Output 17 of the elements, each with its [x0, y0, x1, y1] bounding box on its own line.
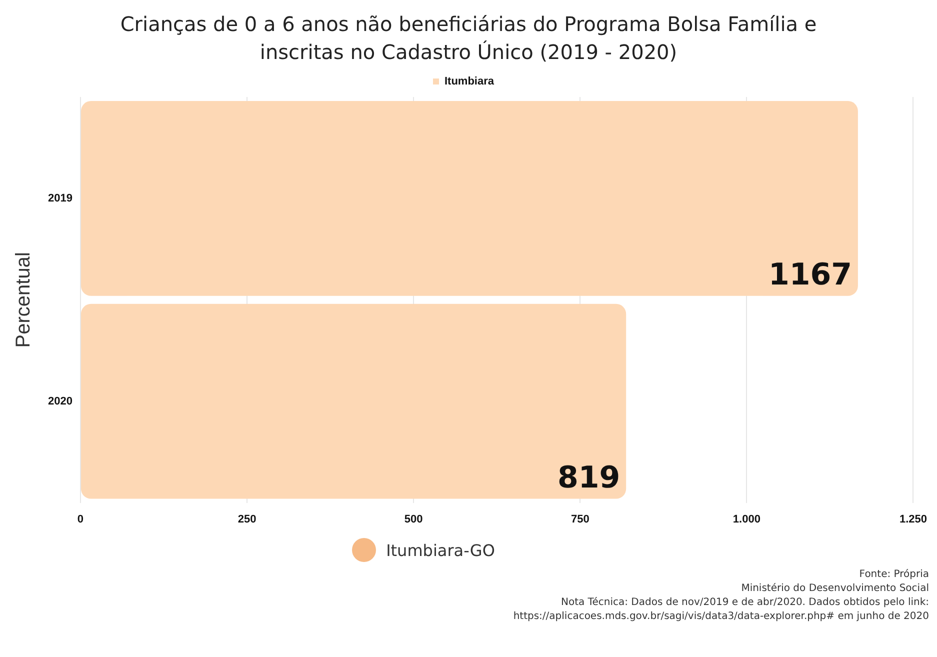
x-tick-label: 750 [570, 513, 590, 526]
source-note: Fonte: Própria [858, 568, 929, 582]
text: Ministério do Desenvolvimento Social [740, 582, 929, 596]
y-tick-label: 2020 [48, 395, 72, 408]
x-tick-label: 1.250 [899, 513, 927, 526]
y-tick-label: 2019 [48, 192, 72, 204]
x-tick-label: 0 [77, 513, 84, 526]
x-tick-label: 500 [404, 513, 423, 526]
data-label: 1167 [768, 258, 852, 293]
text: Itumbiara-GO [386, 540, 495, 560]
x-tick-label: 250 [238, 513, 256, 526]
data-label: 819 [557, 460, 620, 496]
x-tick-label: 1.000 [732, 513, 760, 526]
y-axis-title: Percentual [12, 252, 35, 348]
chart-title: Crianças de 0 a 6 anos não beneficiárias do Programa Bolsa Família e inscritas no Cadastro Único (2019 - 2020) [120, 11, 817, 66]
legend-label: Itumbiara [444, 76, 495, 88]
text: Nota Técnica: Dados de nov/2019 e de abr/2020. Dados obtidos pelo link: https://aplicacoes.mds.gov.br/sagi/vis/data3/data-explorer.php# em junho de 2020 [512, 596, 929, 624]
